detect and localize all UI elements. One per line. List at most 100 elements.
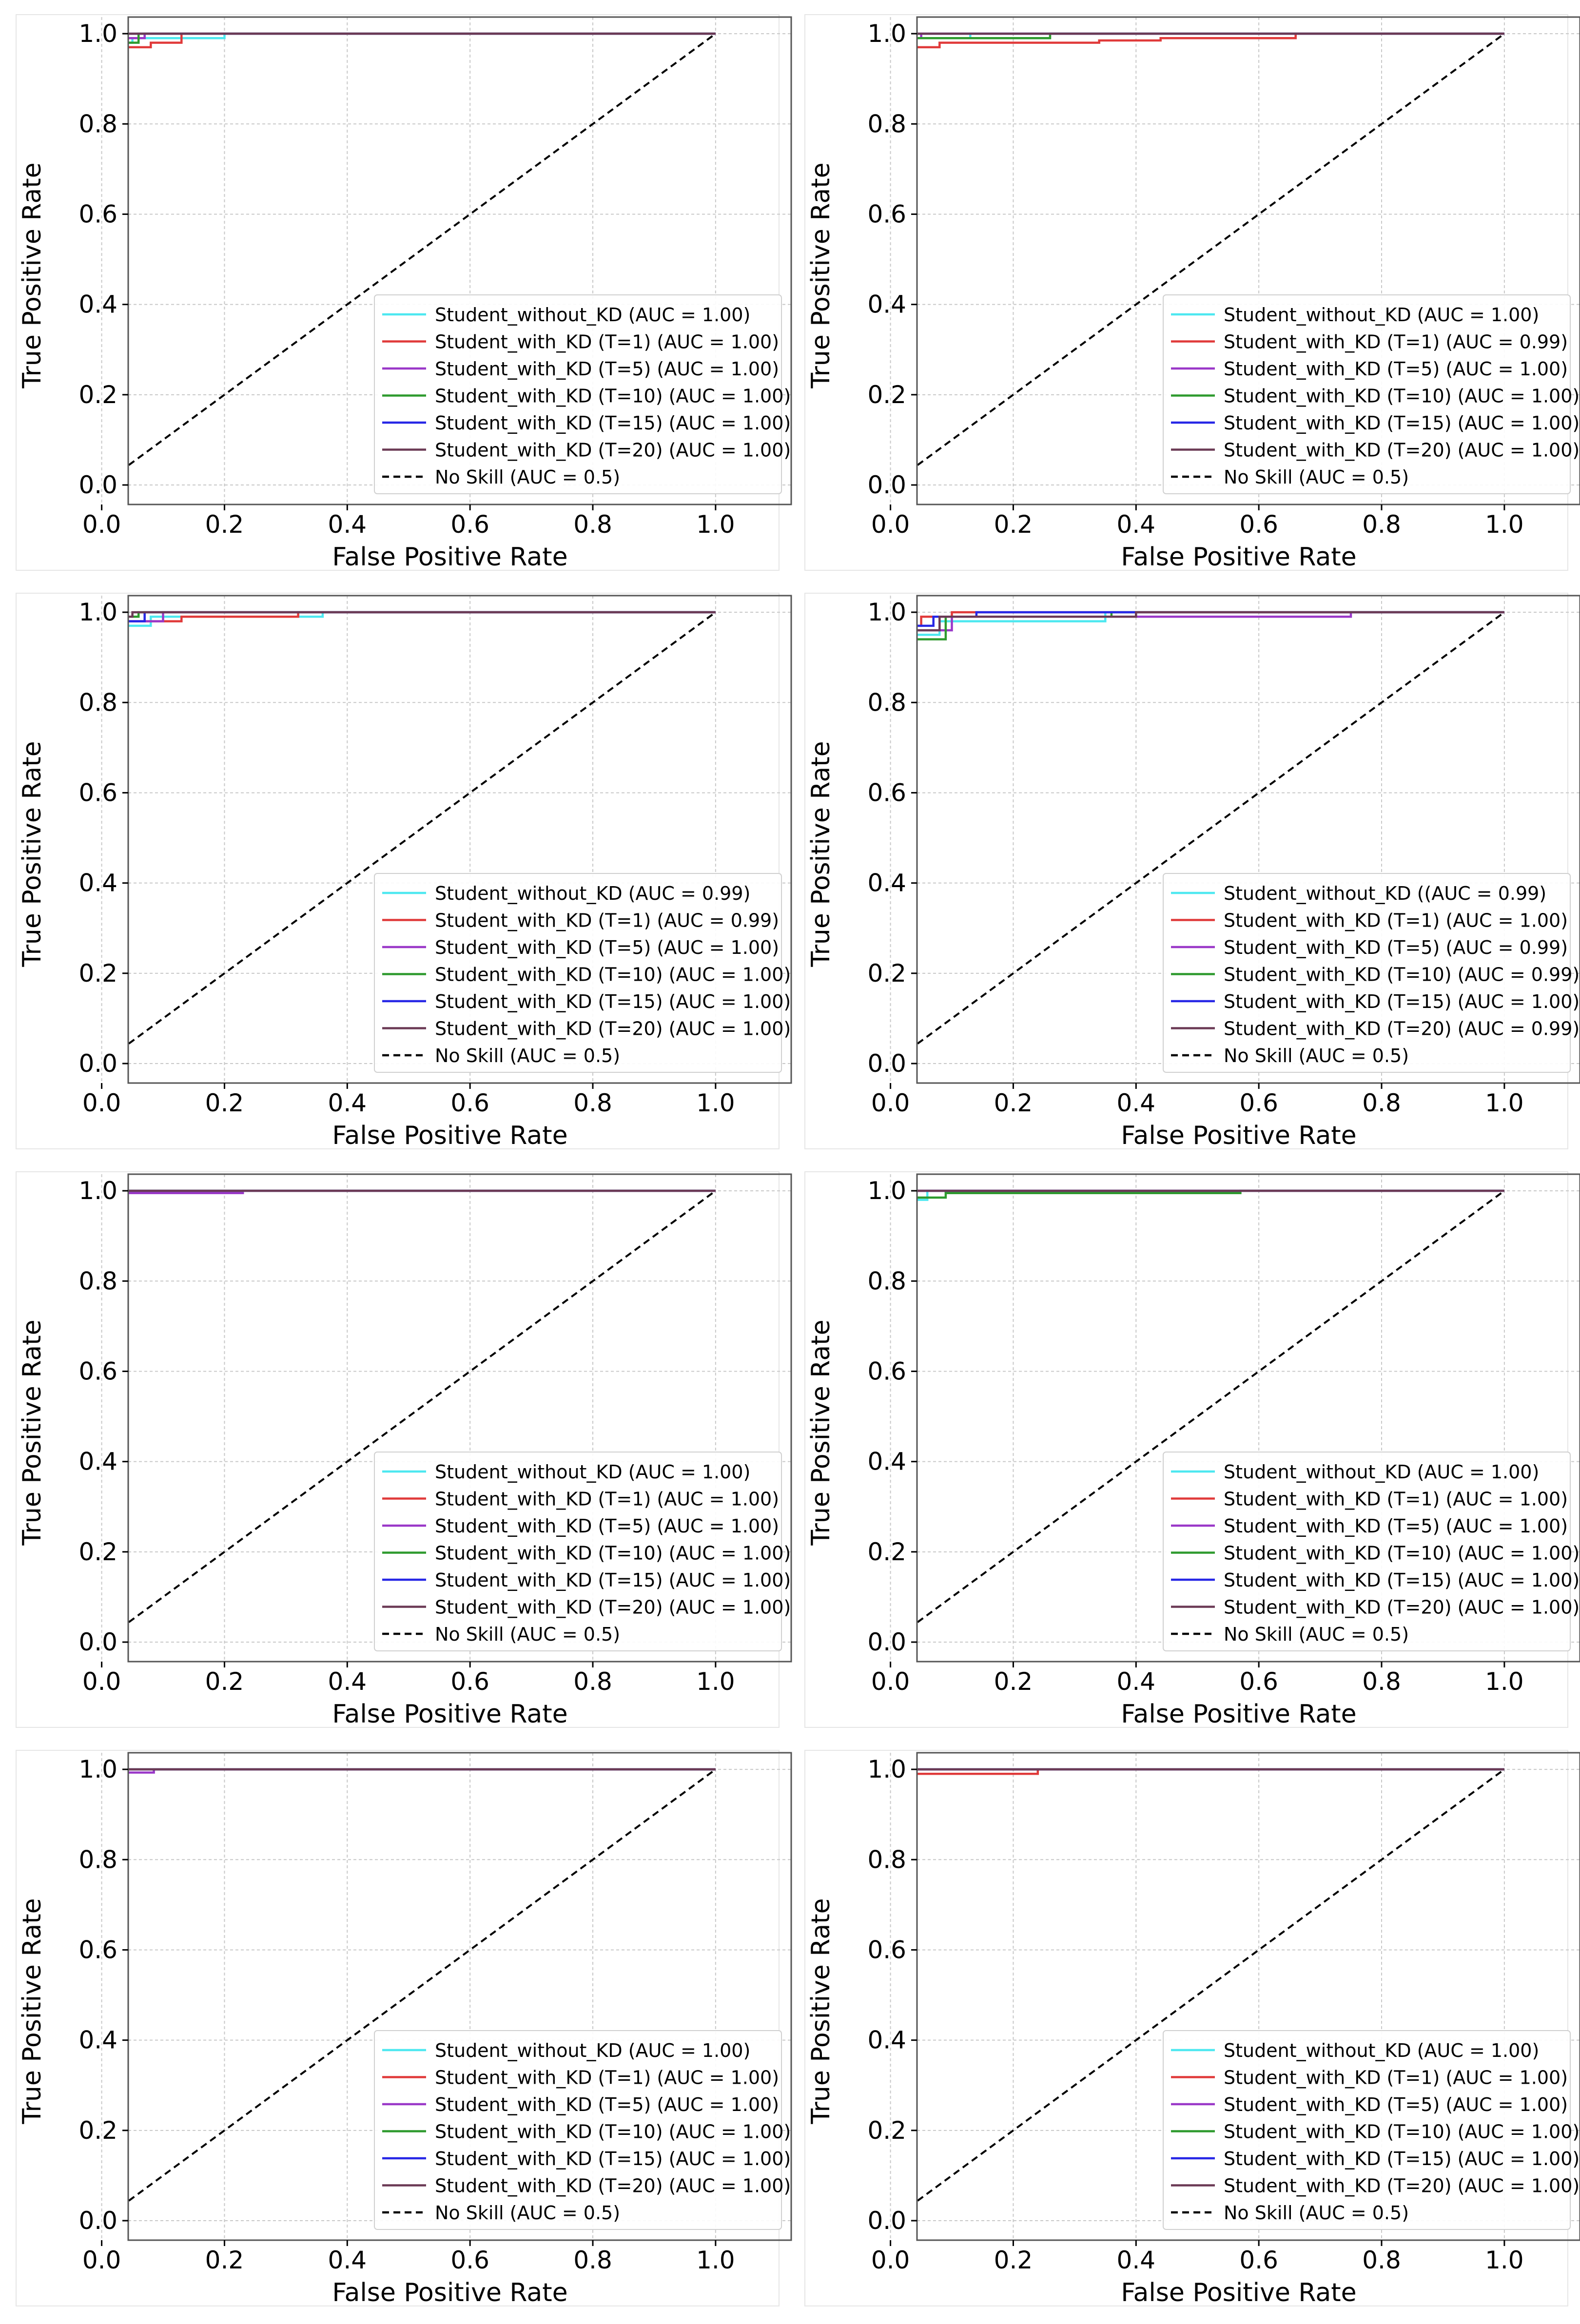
y-tick-label: 0.8	[78, 110, 117, 138]
x-tick-label: 0.2	[994, 2246, 1033, 2274]
y-axis-label: True Positive Rate	[806, 741, 836, 967]
y-tick-label: 0.8	[78, 688, 117, 717]
legend-label: Student_with_KD (T=20) (AUC = 1.00)	[435, 440, 791, 461]
legend-label: Student_with_KD (T=15) (AUC = 1.00)	[435, 2148, 791, 2169]
y-tick-label: 0.4	[867, 290, 906, 319]
legend-label: Student_without_KD (AUC = 0.99)	[435, 883, 750, 904]
legend-label: Student_with_KD (T=5) (AUC = 1.00)	[1224, 1515, 1568, 1537]
legend-label: Student_with_KD (T=15) (AUC = 1.00)	[435, 412, 791, 434]
x-tick-label: 1.0	[1485, 1089, 1524, 1117]
legend-label: Student_with_KD (T=5) (AUC = 1.00)	[435, 2094, 779, 2115]
panel-outer-frame	[804, 1171, 1568, 1728]
x-tick-label: 0.8	[1362, 1667, 1401, 1696]
x-axis-label: False Positive Rate	[1121, 2278, 1356, 2307]
legend-box	[1163, 873, 1571, 1073]
y-tick-label: 0.4	[78, 2026, 117, 2054]
x-tick-label: 0.6	[450, 1089, 489, 1117]
y-tick-label: 0.4	[867, 1448, 906, 1476]
x-tick-label: 0.8	[1362, 510, 1401, 539]
axes-frame	[916, 1752, 1580, 2241]
x-tick-label: 0.0	[82, 1089, 121, 1117]
y-tick-label: 0.6	[867, 200, 906, 228]
x-tick-label: 1.0	[696, 1667, 735, 1696]
legend-label: Student_with_KD (T=20) (AUC = 1.00)	[435, 1597, 791, 1618]
y-tick-label: 1.0	[78, 1177, 117, 1205]
roc-curve-student-with-kd-t-20-	[128, 1768, 716, 1771]
legend-box	[1163, 2030, 1571, 2230]
legend-label: Student_with_KD (T=15) (AUC = 1.00)	[435, 1569, 791, 1591]
legend-box	[1163, 294, 1571, 494]
y-tick-label: 1.0	[867, 1755, 906, 1783]
legend-label: Student_without_KD (AUC = 1.00)	[1224, 2040, 1539, 2061]
roc-panel-row1-right: 0.0 0.2 0.4 0.6 0.8 1.0 0.0 0.2 0.4 0.6 0.8 1.0 Fals…	[804, 14, 1580, 572]
roc-curve-student-with-kd-t-5-	[128, 32, 716, 39]
legend-label: Student_with_KD (T=15) (AUC = 1.00)	[1224, 412, 1580, 434]
legend-label: No Skill (AUC = 0.5)	[1224, 466, 1409, 488]
panel-outer-frame	[804, 14, 1568, 571]
legend: Student_without_KD ((AUC = 0.99) Student_…	[1163, 873, 1580, 1073]
axes-frame	[127, 1173, 792, 1663]
x-tick-label: 0.0	[82, 510, 121, 539]
y-tick-label: 0.6	[78, 778, 117, 807]
x-tick-label: 0.8	[573, 1667, 612, 1696]
x-tick-label: 0.4	[1117, 1667, 1156, 1696]
y-tick-label: 1.0	[78, 19, 117, 48]
x-tick-label: 0.6	[1239, 510, 1278, 539]
roc-curve-student-without-kd	[917, 611, 1504, 636]
roc-curve-student-with-kd-t-1-	[128, 611, 716, 622]
y-tick-label: 0.8	[78, 1845, 117, 1874]
y-axis-label: True Positive Rate	[18, 1898, 47, 2124]
x-tick-label: 0.4	[1117, 1089, 1156, 1117]
y-tick-label: 0.6	[78, 200, 117, 228]
legend-label: Student_with_KD (T=20) (AUC = 1.00)	[435, 1018, 791, 1040]
legend-label: No Skill (AUC = 0.5)	[1224, 1045, 1409, 1066]
legend: Student_without_KD (AUC = 1.00) Student_w…	[374, 294, 791, 494]
y-tick-label: 0.8	[78, 1267, 117, 1295]
x-tick-label: 0.6	[1239, 1667, 1278, 1696]
legend-label: Student_with_KD (T=10) (AUC = 1.00)	[1224, 2121, 1580, 2143]
roc-curve-student-with-kd-t-20-	[917, 611, 1504, 632]
roc-curve-student-without-kd	[128, 611, 716, 627]
x-tick-label: 0.8	[573, 510, 612, 539]
legend-label: Student_with_KD (T=20) (AUC = 1.00)	[1224, 440, 1580, 461]
y-tick-label: 0.6	[867, 778, 906, 807]
roc-curve-student-with-kd-t-1-	[128, 32, 716, 49]
legend-label: Student_with_KD (T=20) (AUC = 1.00)	[1224, 1597, 1580, 1618]
legend-label: Student_with_KD (T=5) (AUC = 0.99)	[1224, 937, 1568, 958]
legend-label: Student_without_KD (AUC = 1.00)	[1224, 304, 1539, 326]
legend-label: Student_with_KD (T=10) (AUC = 1.00)	[435, 1543, 791, 1564]
x-tick-label: 0.0	[871, 1089, 910, 1117]
y-tick-label: 0.2	[78, 959, 117, 988]
y-axis-label: True Positive Rate	[806, 1898, 836, 2124]
panel-outer-frame	[16, 1750, 780, 2306]
legend-label: Student_without_KD ((AUC = 0.99)	[1224, 883, 1546, 904]
legend-label: Student_with_KD (T=10) (AUC = 0.99)	[1224, 964, 1580, 986]
y-tick-label: 0.2	[78, 1538, 117, 1566]
roc-curve-student-with-kd-t-20-	[917, 1768, 1504, 1771]
roc-curves	[917, 611, 1505, 1046]
y-tick-label: 0.6	[867, 1936, 906, 1964]
y-tick-label: 0.2	[867, 2116, 906, 2145]
legend-label: Student_with_KD (T=15) (AUC = 1.00)	[1224, 991, 1580, 1012]
legend-label: Student_with_KD (T=1) (AUC = 1.00)	[435, 331, 779, 353]
legend-label: No Skill (AUC = 0.5)	[435, 466, 620, 488]
y-tick-label: 0.0	[78, 471, 117, 499]
panel-outer-frame	[16, 14, 780, 571]
x-axis-label: False Positive Rate	[332, 542, 567, 572]
roc-curve-student-with-kd-t-5-	[917, 32, 1504, 39]
legend-label: Student_with_KD (T=1) (AUC = 1.00)	[1224, 2067, 1568, 2089]
y-tick-label: 0.2	[867, 1538, 906, 1566]
roc-curves	[128, 1189, 717, 1624]
legend-label: No Skill (AUC = 0.5)	[435, 1624, 620, 1645]
legend-label: Student_with_KD (T=5) (AUC = 1.00)	[1224, 2094, 1568, 2115]
x-tick-label: 0.0	[82, 2246, 121, 2274]
roc-curve-student-without-kd	[917, 32, 1504, 39]
x-tick-label: 1.0	[696, 510, 735, 539]
x-tick-label: 1.0	[1485, 510, 1524, 539]
x-tick-label: 0.6	[450, 2246, 489, 2274]
y-tick-label: 0.2	[867, 959, 906, 988]
x-tick-label: 0.2	[205, 2246, 244, 2274]
x-tick-label: 0.4	[328, 2246, 367, 2274]
roc-panel-row2-right: 0.0 0.2 0.4 0.6 0.8 1.0 0.0 0.2 0.4 0.6 0.8 1.0 Fals…	[804, 593, 1580, 1150]
roc-curves	[917, 1189, 1505, 1624]
